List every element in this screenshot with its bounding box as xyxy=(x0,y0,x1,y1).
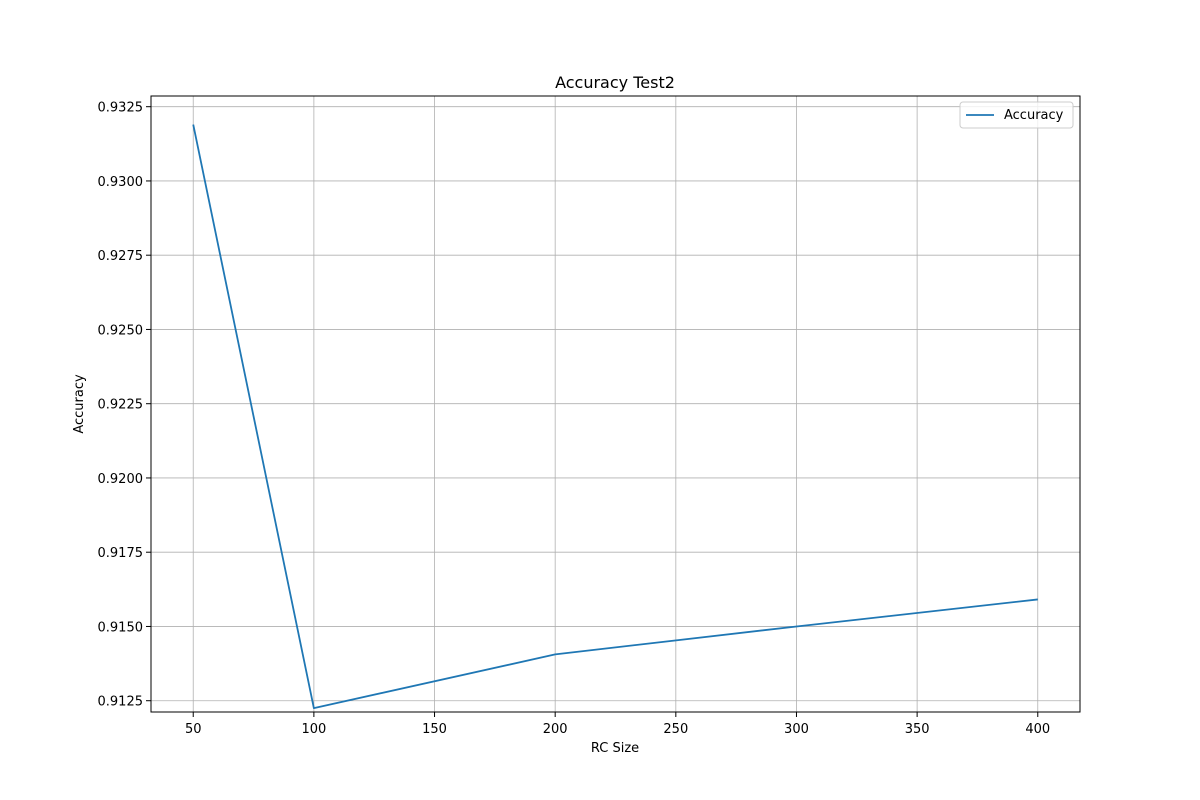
x-tick-label: 200 xyxy=(543,722,568,737)
grid xyxy=(151,96,1080,712)
y-tick-label: 0.9275 xyxy=(98,249,144,264)
y-axis: 0.9125 0.9150 0.9175 0.9200 0.9225 0.9250 0.92… xyxy=(98,101,151,710)
x-axis: 50 100 150 200 250 300 350 400 xyxy=(185,712,1050,737)
legend: Accuracy xyxy=(959,101,1074,129)
x-tick-label: 150 xyxy=(422,722,447,737)
legend-label: Accuracy xyxy=(1004,108,1064,123)
series-line-accuracy xyxy=(192,124,1038,710)
x-axis-title: RC Size xyxy=(591,741,639,756)
y-tick-label: 0.9200 xyxy=(98,472,144,487)
x-tick-label: 100 xyxy=(301,722,326,737)
series-layer xyxy=(192,124,1038,710)
chart-title: Accuracy Test2 xyxy=(555,73,675,92)
y-tick-label: 0.9175 xyxy=(98,546,144,561)
y-tick-label: 0.9300 xyxy=(98,175,144,190)
y-tick-label: 0.9150 xyxy=(98,620,144,635)
x-tick-label: 250 xyxy=(663,722,688,737)
y-axis-title: Accuracy xyxy=(72,374,87,434)
x-tick-label: 350 xyxy=(905,722,930,737)
y-tick-label: 0.9125 xyxy=(98,695,144,710)
legend-box xyxy=(959,101,1074,129)
y-tick-label: 0.9250 xyxy=(98,323,144,338)
y-tick-label: 0.9325 xyxy=(98,101,144,116)
y-tick-label: 0.9225 xyxy=(98,398,144,413)
x-tick-label: 400 xyxy=(1025,722,1050,737)
x-tick-label: 300 xyxy=(784,722,809,737)
x-tick-label: 50 xyxy=(185,722,202,737)
